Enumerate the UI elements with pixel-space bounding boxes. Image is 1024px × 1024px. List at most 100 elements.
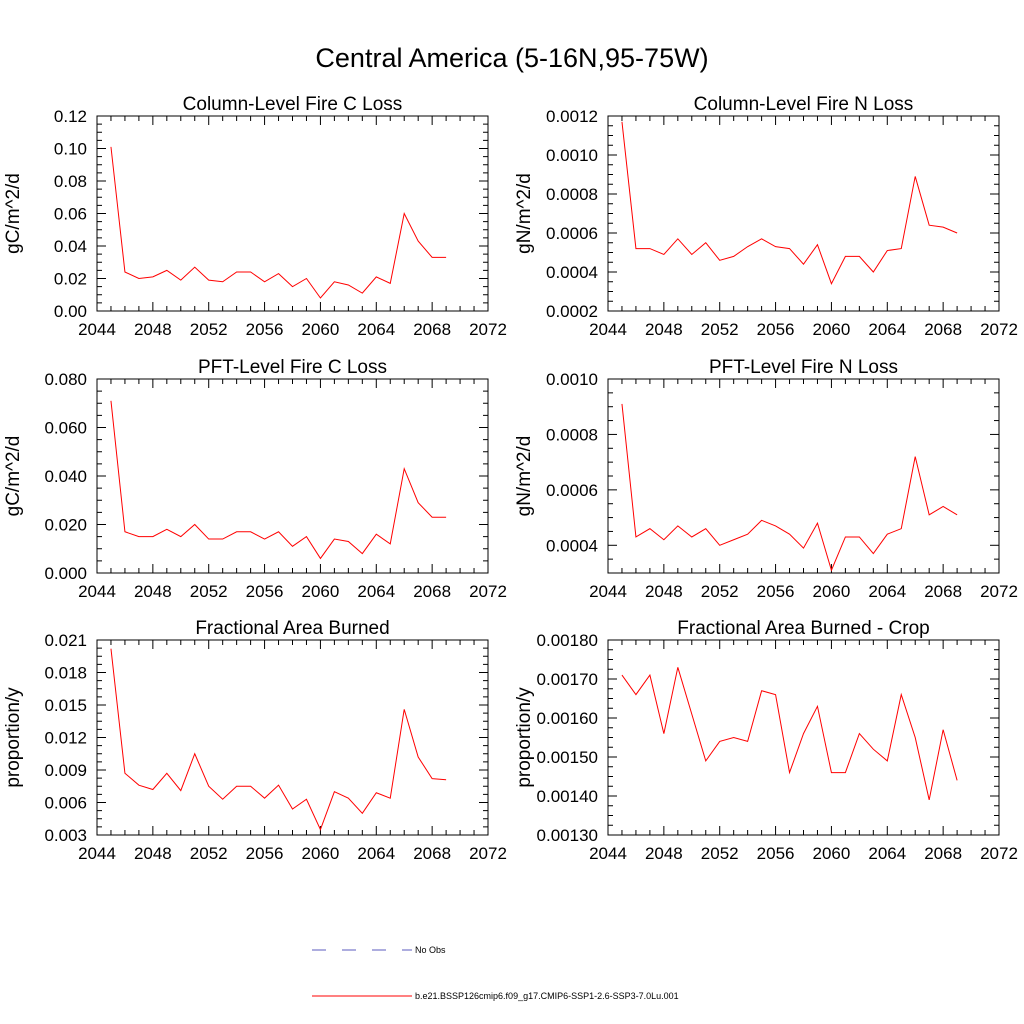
- x-tick-label: 2052: [190, 582, 228, 601]
- x-tick-label: 2060: [302, 844, 340, 863]
- x-tick-label: 2056: [757, 320, 795, 339]
- series-line-1: [110, 648, 447, 831]
- x-tick-label: 2056: [757, 582, 795, 601]
- x-tick-label: 2060: [813, 320, 851, 339]
- panel-title: PFT-Level Fire C Loss: [198, 357, 387, 378]
- y-tick-label: 0.0008: [546, 185, 598, 204]
- x-tick-label: 2068: [413, 320, 451, 339]
- plot-frame: [96, 115, 489, 312]
- x-tick-label: 2052: [190, 320, 228, 339]
- y-axis-label: gN/m^2/d: [514, 436, 535, 517]
- panel-title: PFT-Level Fire N Loss: [709, 357, 898, 378]
- x-tick-label: 2064: [357, 582, 395, 601]
- x-tick-label: 2072: [469, 320, 507, 339]
- y-tick-label: 0.018: [44, 664, 87, 683]
- x-tick-label: 2060: [813, 844, 851, 863]
- panel-title: Fractional Area Burned - Crop: [677, 618, 929, 639]
- x-tick-label: 2068: [924, 320, 962, 339]
- series-line-1: [110, 400, 447, 560]
- x-tick-label: 2068: [924, 582, 962, 601]
- x-tick-label: 2060: [813, 582, 851, 601]
- y-tick-label: 0.00130: [537, 826, 598, 845]
- y-axis-label: gC/m^2/d: [3, 436, 24, 517]
- x-tick-label: 2072: [980, 844, 1018, 863]
- x-tick-label: 2060: [302, 320, 340, 339]
- chart-panel-1: Column-Level Fire C Loss gC/m^2/d 2044 2048…: [3, 94, 507, 339]
- x-tick-label: 2048: [645, 582, 683, 601]
- x-tick-label: 2056: [246, 320, 284, 339]
- series-line-1: [621, 667, 958, 801]
- x-tick-label: 2056: [246, 582, 284, 601]
- y-tick-label: 0.009: [44, 761, 87, 780]
- x-tick-label: 2044: [78, 582, 116, 601]
- x-tick-label: 2064: [868, 582, 906, 601]
- x-tick-label: 2044: [589, 844, 627, 863]
- x-tick-label: 2052: [190, 844, 228, 863]
- legend: No Obs b.e21.BSSP126cmip6.f09_g17.CMIP6-…: [312, 945, 679, 1001]
- x-tick-label: 2044: [78, 844, 116, 863]
- y-tick-label: 0.0006: [546, 224, 598, 243]
- y-tick-label: 0.00: [54, 302, 87, 321]
- plot-frame: [607, 639, 1000, 836]
- x-tick-label: 2052: [701, 582, 739, 601]
- legend-entry-model-run: b.e21.BSSP126cmip6.f09_g17.CMIP6-SSP1-2.…: [312, 991, 679, 1001]
- y-tick-label: 0.0004: [546, 263, 598, 282]
- chart-panel-6: Fractional Area Burned - Crop proportion/…: [514, 618, 1018, 863]
- y-tick-label: 0.080: [44, 370, 87, 389]
- legend-label: No Obs: [415, 945, 446, 955]
- y-tick-label: 0.040: [44, 467, 87, 486]
- y-tick-label: 0.06: [54, 205, 87, 224]
- x-tick-label: 2048: [645, 320, 683, 339]
- chart-panel-2: Column-Level Fire N Loss gN/m^2/d 2044 2048…: [514, 94, 1018, 339]
- y-tick-label: 0.0002: [546, 302, 598, 321]
- y-tick-label: 0.0006: [546, 481, 598, 500]
- panel-title: Fractional Area Burned: [195, 618, 389, 639]
- legend-entry-no-obs: No Obs: [312, 945, 446, 955]
- x-tick-label: 2048: [134, 320, 172, 339]
- chart-panel-4: PFT-Level Fire N Loss gN/m^2/d 2044 2048 205…: [514, 357, 1018, 601]
- y-axis-label: proportion/y: [514, 687, 535, 788]
- x-tick-label: 2060: [302, 582, 340, 601]
- x-tick-label: 2072: [980, 320, 1018, 339]
- y-tick-label: 0.0010: [546, 370, 598, 389]
- y-tick-label: 0.012: [44, 729, 87, 748]
- x-tick-label: 2064: [357, 844, 395, 863]
- y-tick-label: 0.00180: [537, 631, 598, 650]
- x-tick-label: 2064: [868, 844, 906, 863]
- x-tick-label: 2068: [924, 844, 962, 863]
- y-tick-label: 0.0008: [546, 425, 598, 444]
- x-tick-label: 2044: [78, 320, 116, 339]
- plot-frame: [96, 378, 489, 574]
- y-axis-label: gN/m^2/d: [514, 173, 535, 254]
- x-tick-label: 2068: [413, 582, 451, 601]
- plot-frame: [96, 639, 489, 836]
- x-tick-label: 2052: [701, 320, 739, 339]
- series-line-1: [621, 403, 958, 572]
- panel-title: Column-Level Fire N Loss: [694, 94, 914, 115]
- x-tick-label: 2068: [413, 844, 451, 863]
- series-line-1: [110, 146, 447, 299]
- x-tick-label: 2048: [134, 844, 172, 863]
- panel-title: Column-Level Fire C Loss: [183, 94, 403, 115]
- y-tick-label: 0.04: [54, 237, 87, 256]
- series-line-1: [621, 121, 958, 285]
- x-tick-label: 2072: [980, 582, 1018, 601]
- y-tick-label: 0.10: [54, 140, 87, 159]
- x-tick-label: 2072: [469, 582, 507, 601]
- figure-title: Central America (5-16N,95-75W): [315, 43, 708, 73]
- x-tick-label: 2044: [589, 320, 627, 339]
- x-tick-label: 2052: [701, 844, 739, 863]
- y-tick-label: 0.0012: [546, 107, 598, 126]
- x-tick-label: 2048: [645, 844, 683, 863]
- y-tick-label: 0.00160: [537, 709, 598, 728]
- y-tick-label: 0.060: [44, 419, 87, 438]
- y-tick-label: 0.000: [44, 564, 87, 583]
- x-tick-label: 2048: [134, 582, 172, 601]
- y-axis-label: proportion/y: [3, 687, 24, 788]
- y-tick-label: 0.00140: [537, 787, 598, 806]
- x-tick-label: 2056: [757, 844, 795, 863]
- legend-label: b.e21.BSSP126cmip6.f09_g17.CMIP6-SSP1-2.…: [415, 991, 679, 1001]
- y-tick-label: 0.006: [44, 794, 87, 813]
- y-tick-label: 0.015: [44, 696, 87, 715]
